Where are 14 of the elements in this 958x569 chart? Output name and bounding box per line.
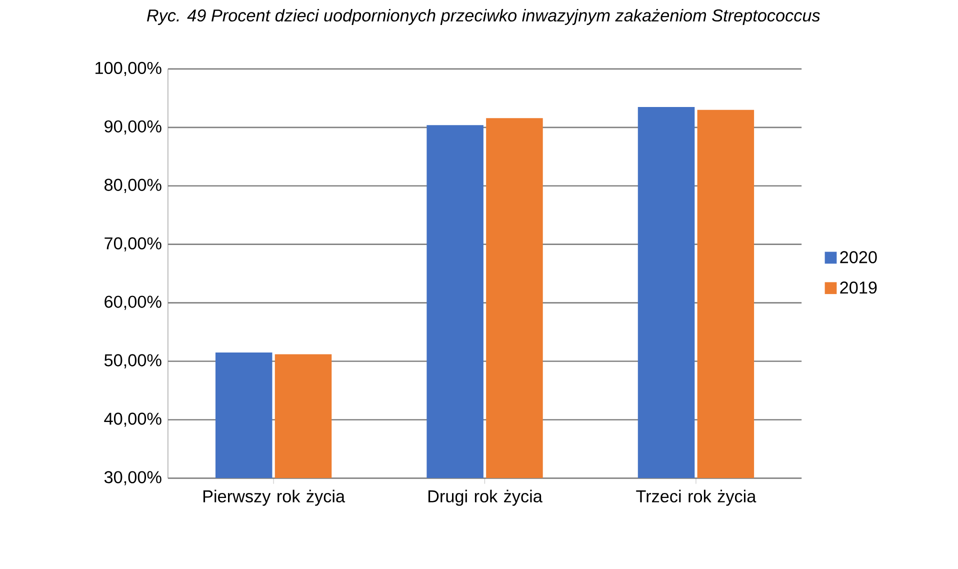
y-tick-label: 70,00%	[104, 237, 162, 252]
legend-label: 2019	[840, 281, 877, 294]
y-tick-label: 90,00%	[104, 120, 162, 134]
legend-label: 2020	[840, 250, 877, 264]
y-tick-label: 40,00%	[104, 412, 162, 427]
chart-title: Ryc. 49 Procent dzieci uodpornionych przeciwko inwazyjnym zakażeniom Streptococcus	[146, 8, 820, 25]
x-tick-label: Pierwszy rok życia	[203, 490, 346, 506]
y-tick-label: 80,00%	[104, 178, 162, 193]
y-tick-label: 60,00%	[104, 296, 162, 310]
x-tick-label: Drugi rok życia	[428, 490, 542, 506]
y-tick-label: 30,00%	[104, 470, 162, 486]
y-tick-label: 100,00%	[96, 62, 162, 76]
y-tick-label: 50,00%	[104, 354, 162, 368]
x-tick-label: Trzeci rok życia	[636, 490, 756, 506]
